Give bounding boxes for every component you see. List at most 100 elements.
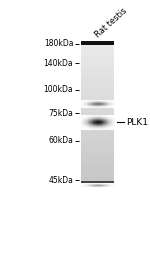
Bar — [110, 105, 111, 106]
Bar — [104, 106, 105, 107]
Bar — [106, 117, 107, 118]
Bar — [98, 115, 99, 116]
Bar — [89, 104, 90, 105]
Bar — [111, 115, 112, 116]
Bar — [90, 119, 91, 120]
Bar — [85, 124, 86, 125]
Bar — [102, 120, 103, 121]
Bar — [114, 123, 115, 124]
Bar — [114, 129, 115, 130]
Bar — [109, 125, 110, 126]
Bar — [95, 123, 96, 124]
Bar — [85, 184, 86, 185]
Bar — [95, 117, 96, 118]
Bar — [100, 115, 101, 116]
Bar — [88, 118, 89, 119]
Bar — [104, 127, 105, 128]
Bar — [95, 105, 96, 106]
Bar — [92, 118, 93, 119]
Bar — [94, 117, 95, 118]
Bar — [107, 120, 108, 121]
Bar — [114, 104, 115, 105]
Bar — [100, 187, 101, 188]
Bar — [87, 104, 88, 105]
Bar — [98, 183, 99, 184]
Bar — [103, 187, 104, 188]
Bar — [100, 187, 101, 188]
Bar — [83, 183, 84, 184]
Bar — [100, 107, 101, 108]
Bar — [101, 106, 102, 107]
Bar — [113, 125, 114, 126]
Bar — [103, 119, 104, 120]
Bar — [104, 186, 105, 187]
Bar — [82, 106, 83, 107]
Bar — [85, 102, 86, 103]
Bar — [89, 101, 90, 102]
Bar — [92, 185, 93, 186]
Bar — [89, 185, 90, 186]
Bar — [104, 100, 105, 101]
Bar — [107, 104, 108, 105]
Bar — [100, 122, 101, 123]
Bar — [113, 104, 114, 105]
Bar — [82, 115, 83, 116]
Bar — [104, 105, 105, 106]
Bar — [94, 187, 95, 188]
Bar — [103, 127, 104, 128]
Bar — [93, 187, 94, 188]
Bar — [83, 107, 84, 108]
Bar — [81, 111, 114, 114]
Bar — [84, 185, 85, 186]
Bar — [98, 103, 99, 104]
Bar — [111, 186, 112, 187]
Bar — [100, 183, 101, 184]
Bar — [85, 106, 86, 107]
Bar — [96, 104, 97, 105]
Bar — [96, 183, 97, 184]
Bar — [102, 127, 103, 128]
Bar — [99, 123, 100, 124]
Bar — [104, 102, 105, 103]
Bar — [99, 115, 100, 116]
Bar — [102, 101, 103, 102]
Bar — [99, 103, 100, 104]
Bar — [113, 118, 114, 119]
Bar — [85, 123, 86, 124]
Bar — [90, 118, 91, 119]
Bar — [90, 107, 91, 108]
Bar — [109, 183, 110, 184]
Bar — [95, 106, 96, 107]
Bar — [91, 105, 92, 106]
Bar — [85, 115, 86, 116]
Bar — [91, 183, 92, 184]
Bar — [96, 115, 97, 116]
Bar — [113, 183, 114, 184]
Bar — [104, 118, 105, 119]
Bar — [82, 103, 83, 104]
Bar — [113, 105, 114, 106]
Bar — [104, 183, 105, 184]
Bar — [97, 106, 98, 107]
Bar — [97, 128, 98, 129]
Bar — [111, 106, 112, 107]
Bar — [90, 184, 91, 185]
Bar — [104, 103, 105, 104]
Bar — [89, 123, 90, 124]
Bar — [107, 125, 108, 126]
Bar — [81, 98, 114, 100]
Bar — [101, 120, 102, 121]
Bar — [98, 122, 99, 123]
Bar — [87, 106, 88, 107]
Bar — [99, 186, 100, 187]
Bar — [113, 186, 114, 187]
Bar — [106, 186, 107, 187]
Bar — [83, 101, 84, 102]
Bar — [81, 172, 114, 175]
Bar — [105, 186, 106, 187]
Bar — [89, 104, 90, 105]
Bar — [106, 105, 107, 106]
Bar — [99, 123, 100, 124]
Bar — [96, 185, 97, 186]
Bar — [106, 107, 107, 108]
